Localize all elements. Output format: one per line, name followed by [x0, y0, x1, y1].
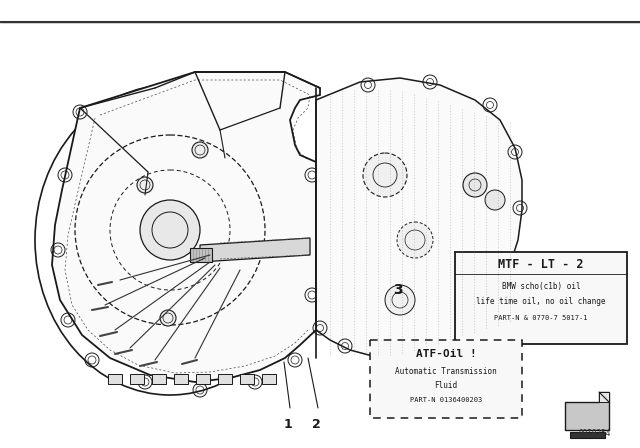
Circle shape: [397, 222, 433, 258]
Text: 1: 1: [284, 418, 292, 431]
Text: PART-N & 0770-7 5017-1: PART-N & 0770-7 5017-1: [494, 315, 588, 321]
Bar: [190, 248, 212, 262]
Text: Fluid: Fluid: [435, 382, 458, 391]
Bar: [130, 374, 144, 384]
Text: 2: 2: [312, 418, 321, 431]
Text: MTF - LT - 2: MTF - LT - 2: [499, 258, 584, 271]
Circle shape: [463, 173, 487, 197]
Circle shape: [485, 190, 505, 210]
Polygon shape: [52, 72, 320, 382]
Bar: [218, 374, 232, 384]
Text: BMW scho(c1b) oil: BMW scho(c1b) oil: [502, 281, 580, 290]
Circle shape: [385, 285, 415, 315]
Bar: [455, 252, 627, 344]
Bar: [262, 374, 276, 384]
Bar: [152, 374, 166, 384]
Text: PART-N 0136400203: PART-N 0136400203: [410, 397, 482, 403]
Text: ATF-Oil !: ATF-Oil !: [415, 349, 476, 359]
Text: 3: 3: [393, 283, 403, 297]
Polygon shape: [599, 392, 609, 402]
Bar: [240, 374, 254, 384]
Text: life time oil, no oil change: life time oil, no oil change: [476, 297, 605, 306]
Polygon shape: [200, 238, 310, 262]
Bar: [174, 374, 188, 384]
Bar: [196, 374, 210, 384]
Circle shape: [160, 310, 176, 326]
Text: 00I0254: 00I0254: [579, 430, 611, 439]
Bar: [570, 432, 605, 438]
Circle shape: [137, 177, 153, 193]
Bar: [108, 374, 122, 384]
Circle shape: [363, 153, 407, 197]
Text: Automatic Transmission: Automatic Transmission: [395, 367, 497, 376]
Bar: [370, 340, 522, 418]
Polygon shape: [316, 78, 530, 360]
Circle shape: [140, 200, 200, 260]
Circle shape: [192, 142, 208, 158]
Polygon shape: [565, 392, 609, 430]
